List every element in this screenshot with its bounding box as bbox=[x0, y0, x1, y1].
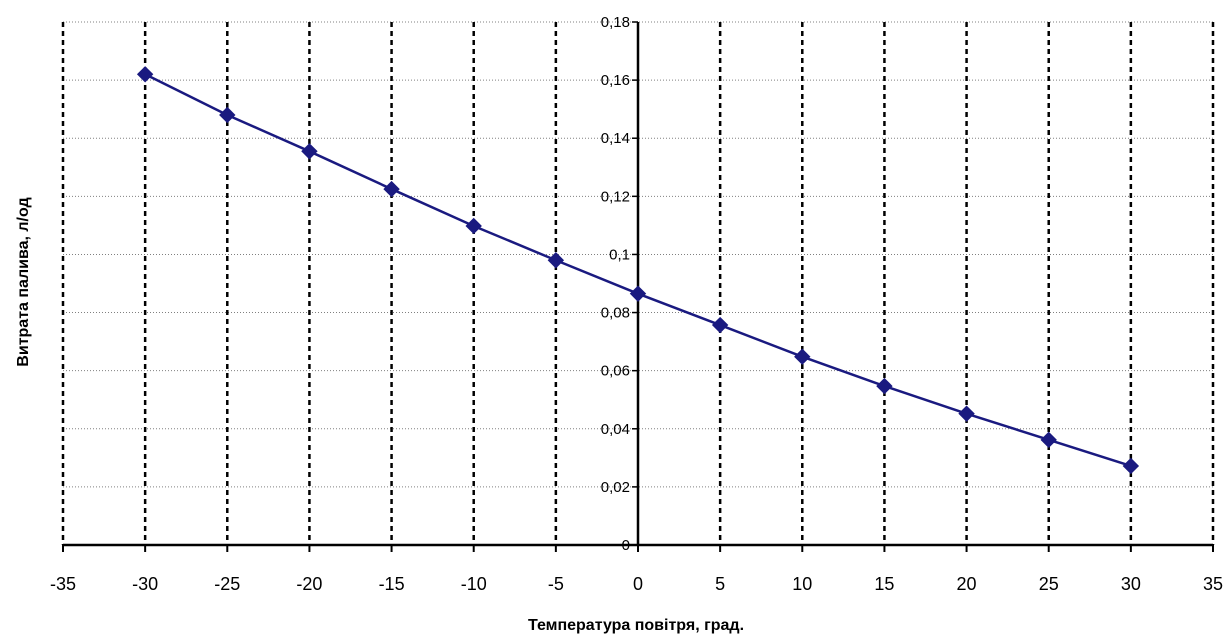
data-point-marker bbox=[794, 348, 811, 365]
x-tick-label: -5 bbox=[548, 574, 564, 594]
x-tick-label: 30 bbox=[1121, 574, 1141, 594]
x-tick-label: 15 bbox=[874, 574, 894, 594]
data-point-marker bbox=[383, 180, 400, 198]
y-tick-label: 0,18 bbox=[601, 14, 630, 31]
series bbox=[136, 66, 1140, 475]
x-tick-label: 5 bbox=[715, 574, 725, 594]
x-tick-label: -30 bbox=[132, 574, 158, 594]
y-tick-label: 0,04 bbox=[601, 421, 630, 438]
data-point-marker bbox=[629, 285, 647, 302]
x-tick-label: -15 bbox=[379, 574, 405, 594]
axes bbox=[62, 21, 1214, 552]
y-tick-label: 0,06 bbox=[601, 363, 630, 380]
data-point-marker bbox=[301, 143, 318, 160]
data-point-marker bbox=[876, 377, 893, 395]
y-axis-label: Витрата палива, л/од bbox=[15, 197, 32, 366]
x-tick-label: 0 bbox=[633, 574, 643, 594]
y-tick-label: 0,08 bbox=[601, 305, 630, 322]
x-tick-label: -25 bbox=[214, 574, 240, 594]
data-point-marker bbox=[136, 66, 154, 83]
data-point-marker bbox=[1040, 431, 1057, 449]
y-tick-label: 0,12 bbox=[601, 188, 630, 205]
data-point-marker bbox=[547, 252, 565, 269]
data-point-marker bbox=[711, 316, 729, 334]
y-tick-label: 0 bbox=[622, 537, 630, 554]
x-axis-label: Температура повітря, град. bbox=[528, 617, 744, 634]
x-tick-label: 35 bbox=[1203, 574, 1223, 594]
x-tick-label: -35 bbox=[50, 574, 76, 594]
y-tick-label: 0,1 bbox=[609, 246, 630, 263]
x-tick-label: -20 bbox=[296, 574, 322, 594]
data-point-marker bbox=[958, 405, 975, 422]
data-point-marker bbox=[1122, 457, 1140, 475]
y-tick-label: 0,02 bbox=[601, 479, 630, 496]
data-point-marker bbox=[219, 106, 236, 124]
x-tick-label: 25 bbox=[1039, 574, 1059, 594]
y-tick-label: 0,14 bbox=[601, 130, 630, 147]
data-point-marker bbox=[465, 217, 482, 235]
x-tick-label: 20 bbox=[957, 574, 977, 594]
y-tick-label: 0,16 bbox=[601, 72, 630, 89]
tick-labels: -35 -30 -25 -20 -15 -10 -5 0 5 10 15 20 25 30 35 0 0,02 0… bbox=[50, 14, 1223, 594]
x-tick-label: 10 bbox=[792, 574, 812, 594]
x-tick-label: -10 bbox=[461, 574, 487, 594]
